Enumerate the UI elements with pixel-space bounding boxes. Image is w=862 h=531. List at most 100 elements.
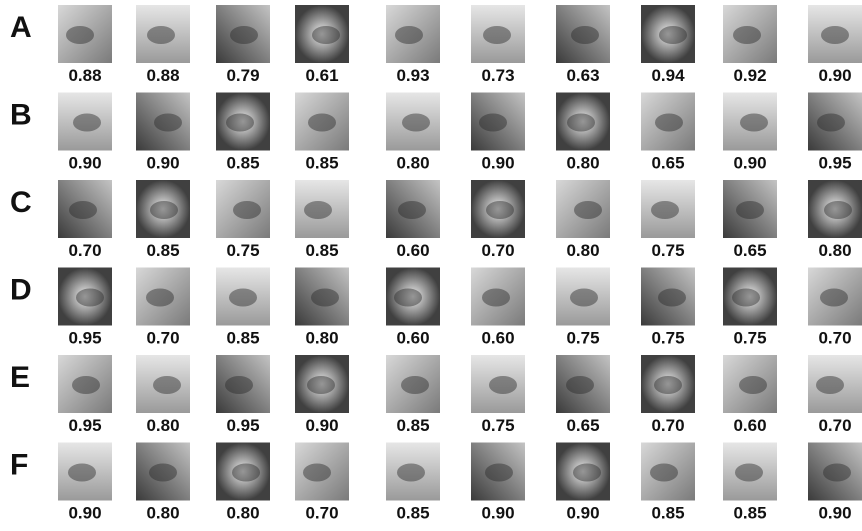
thumbnail [295, 355, 349, 413]
thumbnail [295, 267, 349, 326]
thumbnail-shape [76, 288, 104, 307]
score: 0.85 [146, 241, 179, 260]
score: 0.80 [818, 241, 851, 260]
score: 0.70 [305, 504, 338, 523]
thumbnail [136, 92, 190, 151]
score: 0.60 [481, 329, 514, 348]
thumbnail [216, 92, 270, 151]
score: 0.70 [651, 416, 684, 435]
thumbnail-shape [226, 113, 254, 132]
thumbnail-shape [732, 288, 760, 307]
row-label: C [10, 186, 32, 219]
score: 0.88 [146, 66, 179, 85]
thumbnail-shape [69, 201, 97, 219]
thumbnail-shape [823, 463, 851, 482]
score: 0.95 [226, 416, 259, 435]
thumbnail [808, 442, 862, 501]
score: 0.88 [68, 66, 101, 85]
thumbnail-shape [739, 376, 767, 394]
thumbnail [641, 442, 695, 501]
score: 0.70 [481, 241, 514, 260]
thumbnail-shape [824, 201, 852, 219]
thumbnail-shape [230, 26, 258, 44]
score: 0.90 [305, 416, 338, 435]
thumbnail-shape [154, 113, 182, 132]
thumbnail-shape [229, 288, 257, 307]
thumbnail-shape [654, 376, 682, 394]
thumbnail [808, 355, 862, 413]
thumbnail-shape [816, 376, 844, 394]
thumbnail-shape [574, 201, 602, 219]
score: 0.80 [146, 504, 179, 523]
thumbnail [641, 92, 695, 151]
thumbnail-shape [307, 376, 335, 394]
thumbnail-shape [570, 288, 598, 307]
thumbnail [386, 92, 440, 151]
thumbnail [386, 180, 440, 238]
thumbnail [58, 267, 112, 326]
score: 0.94 [651, 66, 685, 85]
score: 0.95 [68, 329, 101, 348]
thumbnail [295, 442, 349, 501]
score: 0.79 [226, 66, 259, 85]
thumbnail [556, 180, 610, 238]
thumbnail [723, 180, 777, 238]
thumbnail-shape [655, 113, 683, 132]
thumbnail [723, 442, 777, 501]
score: 0.65 [651, 154, 684, 173]
row-label: A [10, 11, 32, 44]
score: 0.85 [733, 504, 766, 523]
thumbnail [723, 355, 777, 413]
row-label: E [10, 361, 30, 394]
thumbnail-shape [73, 113, 101, 132]
thumbnail [471, 92, 525, 151]
score: 0.80 [146, 416, 179, 435]
score: 0.90 [68, 154, 101, 173]
thumbnail [58, 355, 112, 413]
thumbnail [58, 5, 112, 63]
thumbnail [136, 442, 190, 501]
thumbnail [386, 5, 440, 63]
thumbnail-shape [820, 288, 848, 307]
thumbnail [295, 92, 349, 151]
thumbnail-shape [311, 288, 339, 307]
score: 0.75 [226, 241, 259, 260]
score: 0.65 [733, 241, 766, 260]
score: 0.85 [651, 504, 684, 523]
score: 0.80 [305, 329, 338, 348]
thumbnail [556, 267, 610, 326]
thumbnail [641, 355, 695, 413]
score: 0.73 [481, 66, 514, 85]
thumbnail-shape [489, 376, 517, 394]
thumbnail-shape [571, 26, 599, 44]
thumbnail [136, 267, 190, 326]
thumbnail-shape [225, 376, 253, 394]
score: 0.75 [733, 329, 766, 348]
thumbnail-shape [394, 288, 422, 307]
thumbnail [723, 267, 777, 326]
score: 0.85 [305, 154, 338, 173]
score: 0.63 [566, 66, 599, 85]
thumbnail [556, 355, 610, 413]
thumbnail-shape [733, 26, 761, 44]
thumbnail-shape [650, 463, 678, 482]
thumbnail [556, 92, 610, 151]
thumbnail-shape [232, 463, 260, 482]
thumbnail [808, 5, 862, 63]
thumbnail [471, 180, 525, 238]
score: 0.60 [396, 241, 429, 260]
thumbnail [216, 5, 270, 63]
thumbnail [471, 5, 525, 63]
score: 0.75 [651, 241, 684, 260]
thumbnail [136, 5, 190, 63]
row-label: D [10, 274, 32, 307]
thumbnail-shape [651, 201, 679, 219]
thumbnail [216, 180, 270, 238]
thumbnail-shape [479, 113, 507, 132]
thumbnail [216, 442, 270, 501]
score: 0.90 [68, 504, 101, 523]
thumbnail-shape [736, 201, 764, 219]
score: 0.61 [305, 66, 338, 85]
score: 0.70 [818, 416, 851, 435]
